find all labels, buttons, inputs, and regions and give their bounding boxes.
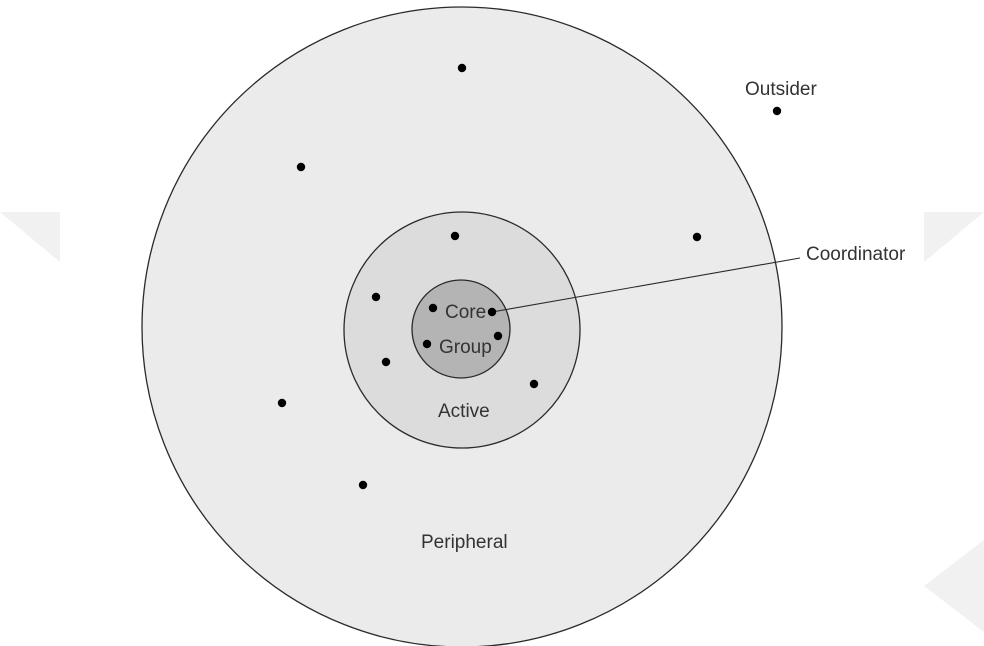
coordinator-label: Coordinator (806, 244, 906, 265)
peripheral-member-dot (296, 162, 306, 172)
coordinator-pointer-line (491, 257, 801, 313)
active-label: Active (438, 401, 490, 422)
coordinator-dot (487, 307, 497, 317)
active-member-dot (529, 379, 539, 389)
active-member-dot (450, 231, 460, 241)
core-member-dot (422, 339, 432, 349)
background-shape-right (924, 212, 984, 262)
active-member-dot (381, 357, 391, 367)
active-member-dot (371, 292, 381, 302)
peripheral-member-dot (358, 480, 368, 490)
background-shape-left (0, 212, 60, 262)
core-label: Core (445, 302, 486, 323)
outsider-dot (772, 106, 782, 116)
peripheral-label: Peripheral (421, 532, 508, 553)
background-shape-bottom-right (924, 540, 984, 632)
core-member-dot (428, 303, 438, 313)
core-group-circle (411, 279, 511, 379)
outsider-label: Outsider (745, 79, 817, 100)
core-member-dot (493, 331, 503, 341)
peripheral-member-dot (277, 398, 287, 408)
group-label: Group (439, 337, 492, 358)
peripheral-member-dot (692, 232, 702, 242)
peripheral-member-dot (457, 63, 467, 73)
